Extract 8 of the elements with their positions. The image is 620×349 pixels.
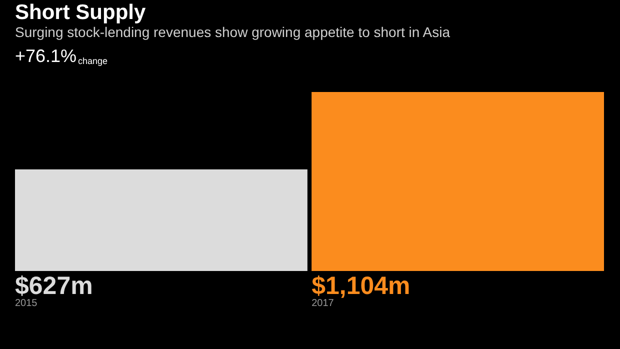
chart-subtitle: Surging stock-lending revenues show growing appetite to short in Asia bbox=[15, 24, 450, 40]
x-tick-label: 2015 bbox=[15, 298, 38, 309]
text: +76.1% bbox=[15, 46, 77, 66]
data-label: $1,104m bbox=[312, 272, 410, 300]
text: change bbox=[78, 56, 108, 66]
data-label: $627m bbox=[15, 272, 93, 300]
chart-title: Short Supply bbox=[15, 1, 146, 24]
x-tick-label: 2017 bbox=[312, 298, 334, 309]
